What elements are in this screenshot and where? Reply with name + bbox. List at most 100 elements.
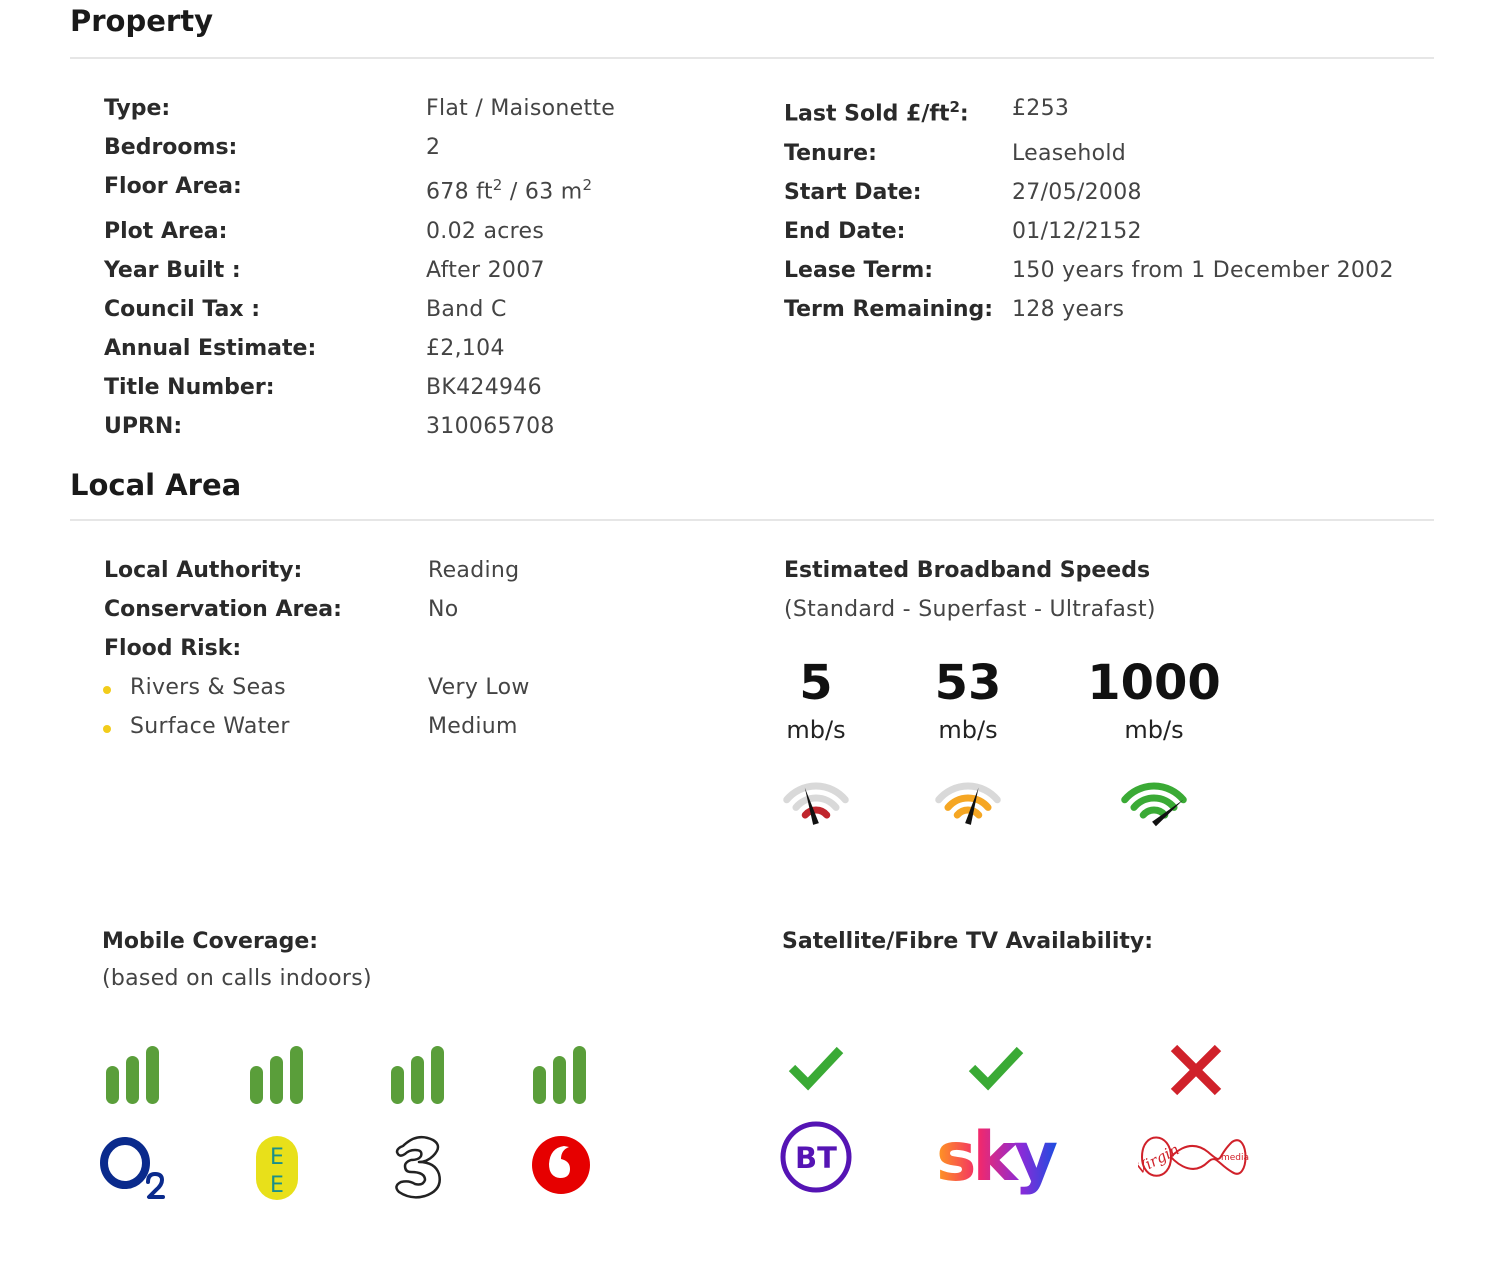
bt-availability-check-icon [788, 1046, 844, 1091]
signal-bar [391, 1066, 404, 1104]
local-authority-value: Reading [428, 558, 520, 583]
title-number-value: BK424946 [426, 375, 542, 400]
lease-term-value: 150 years from 1 December 2002 [1012, 258, 1394, 283]
check-mark [968, 1046, 1024, 1091]
flood-rivers-seas-label: Rivers & Seas [130, 675, 286, 700]
speed-ultrafast-value: 1000 [1087, 655, 1221, 711]
gauge-needle [804, 787, 819, 825]
signal-bar [106, 1066, 119, 1104]
year-built-label: Year Built : [104, 258, 241, 283]
local-authority-label: Local Authority: [104, 558, 303, 583]
virgin-media-availability-cross-icon [1170, 1044, 1222, 1096]
floor-area-ft-sup: 2 [492, 176, 503, 194]
tenure-value: Leasehold [1012, 141, 1127, 166]
signal-bar [411, 1056, 424, 1104]
signal-bar [290, 1046, 303, 1104]
signal-bar [250, 1066, 263, 1104]
floor-area-m: / 63 m [502, 179, 583, 205]
gauge-arc [944, 794, 992, 811]
gauge-needle [965, 787, 979, 825]
svg-text:media: media [1221, 1153, 1249, 1163]
signal-bar [431, 1046, 444, 1104]
last-sold-value: £253 [1012, 96, 1070, 121]
term-remaining-label: Term Remaining: [784, 297, 994, 322]
gauge-arc [935, 782, 1001, 804]
type-label: Type: [104, 96, 171, 121]
speed-gauge-superfast-icon [935, 782, 1001, 825]
local-area-divider [70, 519, 1434, 521]
floor-area-m-sup: 2 [582, 176, 593, 194]
mobile-coverage-title: Mobile Coverage: [102, 929, 319, 954]
ee-logo-icon: E E [256, 1136, 298, 1200]
property-section-title: Property [70, 4, 213, 38]
gauge-arc [1130, 794, 1178, 811]
speed-gauge-standard-icon [783, 782, 849, 825]
council-tax-value: Band C [426, 297, 507, 322]
three-logo-icon [395, 1135, 441, 1199]
tv-availability-title: Satellite/Fibre TV Availability: [782, 929, 1154, 954]
gauge-arc [792, 794, 840, 811]
signal-bar [573, 1046, 586, 1104]
speed-gauge-ultrafast-icon [1121, 782, 1187, 827]
gauge-arc [953, 806, 983, 819]
bt-logo-icon: BT [780, 1121, 852, 1193]
end-date-label: End Date: [784, 219, 906, 244]
annual-estimate-label: Annual Estimate: [104, 336, 317, 361]
last-sold-label: Last Sold £/ft2: [784, 98, 969, 126]
title-number-label: Title Number: [104, 375, 275, 400]
signal-bar [533, 1066, 546, 1104]
term-remaining-value: 128 years [1012, 297, 1125, 322]
gauge-needle [1152, 799, 1184, 827]
broadband-subtitle: (Standard - Superfast - Ultrafast) [784, 597, 1156, 622]
speed-standard-unit: mb/s [786, 716, 846, 744]
speed-ultrafast-unit: mb/s [1124, 716, 1184, 744]
svg-text:E: E [270, 1145, 284, 1170]
plot-area-value: 0.02 acres [426, 219, 545, 244]
flood-rivers-seas-value: Very Low [428, 675, 530, 700]
floor-area-value: 678 ft2 / 63 m2 [426, 176, 592, 204]
bullet-dot-icon [103, 686, 111, 694]
last-sold-label-end: : [959, 101, 969, 127]
signal-bar [126, 1056, 139, 1104]
bedrooms-label: Bedrooms: [104, 135, 238, 160]
plot-area-label: Plot Area: [104, 219, 228, 244]
floor-area-label: Floor Area: [104, 174, 242, 199]
sky-logo-icon: sky [936, 1118, 1062, 1197]
gauge-arc [801, 806, 831, 819]
mobile-coverage-subtitle: (based on calls indoors) [102, 966, 372, 991]
uprn-label: UPRN: [104, 414, 183, 439]
local-area-section-title: Local Area [70, 468, 242, 502]
bedrooms-value: 2 [426, 135, 441, 160]
broadband-title: Estimated Broadband Speeds [784, 558, 1151, 583]
signal-bar [553, 1056, 566, 1104]
gauge-arc [1139, 806, 1169, 819]
type-value: Flat / Maisonette [426, 96, 616, 121]
sky-availability-check-icon [968, 1046, 1024, 1091]
svg-text:E: E [270, 1173, 284, 1198]
speed-superfast-value: 53 [934, 655, 1002, 711]
conservation-area-value: No [428, 597, 459, 622]
signal-bar [146, 1046, 159, 1104]
gauge-arc [1121, 782, 1187, 804]
conservation-area-label: Conservation Area: [104, 597, 342, 622]
last-sold-label-sup: 2 [949, 98, 960, 116]
uprn-value: 310065708 [426, 414, 555, 439]
check-mark [788, 1046, 844, 1091]
year-built-value: After 2007 [426, 258, 545, 283]
flood-surface-water-value: Medium [428, 714, 518, 739]
signal-bars-vodafone-icon [533, 1046, 586, 1104]
start-date-label: Start Date: [784, 180, 922, 205]
council-tax-label: Council Tax : [104, 297, 261, 322]
signal-bars-o2-icon [106, 1046, 159, 1104]
start-date-value: 27/05/2008 [1012, 180, 1142, 205]
signal-bars-ee-icon [250, 1046, 303, 1104]
tenure-label: Tenure: [784, 141, 877, 166]
signal-bars-three-icon [391, 1046, 444, 1104]
flood-risk-label: Flood Risk: [104, 636, 242, 661]
vodafone-logo-icon [532, 1136, 590, 1194]
property-divider [70, 57, 1434, 59]
end-date-value: 01/12/2152 [1012, 219, 1142, 244]
signal-bar [270, 1056, 283, 1104]
gauge-arc [783, 782, 849, 804]
bullet-dot-icon [103, 725, 111, 733]
